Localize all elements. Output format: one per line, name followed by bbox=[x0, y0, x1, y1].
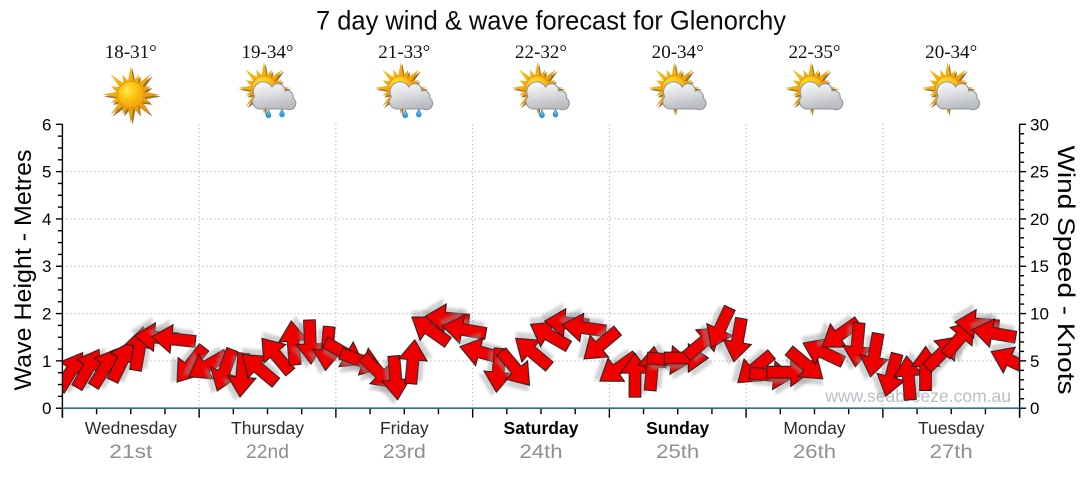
svg-text:25th: 25th bbox=[656, 442, 699, 463]
svg-text:2: 2 bbox=[42, 305, 51, 324]
svg-text:5: 5 bbox=[42, 163, 51, 182]
svg-text:0: 0 bbox=[42, 399, 51, 418]
svg-text:Tuesday: Tuesday bbox=[918, 418, 985, 438]
svg-text:Wave Height - Metres: Wave Height - Metres bbox=[10, 150, 37, 391]
svg-text:24th: 24th bbox=[520, 442, 563, 463]
svg-text:21-33°: 21-33° bbox=[378, 43, 430, 63]
svg-text:27th: 27th bbox=[930, 442, 973, 463]
svg-text:4: 4 bbox=[42, 210, 51, 229]
svg-text:6: 6 bbox=[42, 115, 51, 134]
svg-text:18-31°: 18-31° bbox=[105, 43, 157, 63]
svg-text:Monday: Monday bbox=[783, 418, 846, 438]
svg-text:15: 15 bbox=[1030, 257, 1049, 276]
svg-text:10: 10 bbox=[1030, 305, 1049, 324]
svg-text:22-32°: 22-32° bbox=[515, 43, 567, 63]
svg-text:Saturday: Saturday bbox=[504, 418, 579, 438]
svg-text:1: 1 bbox=[42, 352, 51, 371]
svg-text:22nd: 22nd bbox=[246, 442, 289, 463]
svg-text:Friday: Friday bbox=[380, 418, 429, 438]
svg-text:22-35°: 22-35° bbox=[789, 43, 841, 63]
svg-text:23rd: 23rd bbox=[383, 442, 426, 463]
svg-text:21st: 21st bbox=[109, 442, 153, 463]
svg-text:7 day wind & wave forecast for: 7 day wind & wave forecast for Glenorchy bbox=[316, 6, 787, 36]
svg-text:5: 5 bbox=[1030, 352, 1039, 371]
svg-text:30: 30 bbox=[1030, 115, 1049, 134]
svg-text:www.seabreeze.com.au: www.seabreeze.com.au bbox=[824, 386, 1011, 406]
svg-text:20-34°: 20-34° bbox=[925, 43, 977, 63]
svg-text:3: 3 bbox=[42, 257, 51, 276]
svg-text:Sunday: Sunday bbox=[646, 418, 709, 438]
svg-text:Wednesday: Wednesday bbox=[85, 418, 177, 438]
svg-text:20-34°: 20-34° bbox=[652, 43, 704, 63]
svg-text:26th: 26th bbox=[793, 442, 836, 463]
svg-text:Wind Speed - Knots: Wind Speed - Knots bbox=[1052, 146, 1079, 395]
svg-text:25: 25 bbox=[1030, 163, 1049, 182]
svg-text:20: 20 bbox=[1030, 210, 1049, 229]
svg-text:19-34°: 19-34° bbox=[242, 43, 294, 63]
svg-text:0: 0 bbox=[1030, 399, 1039, 418]
svg-text:Thursday: Thursday bbox=[231, 418, 304, 438]
